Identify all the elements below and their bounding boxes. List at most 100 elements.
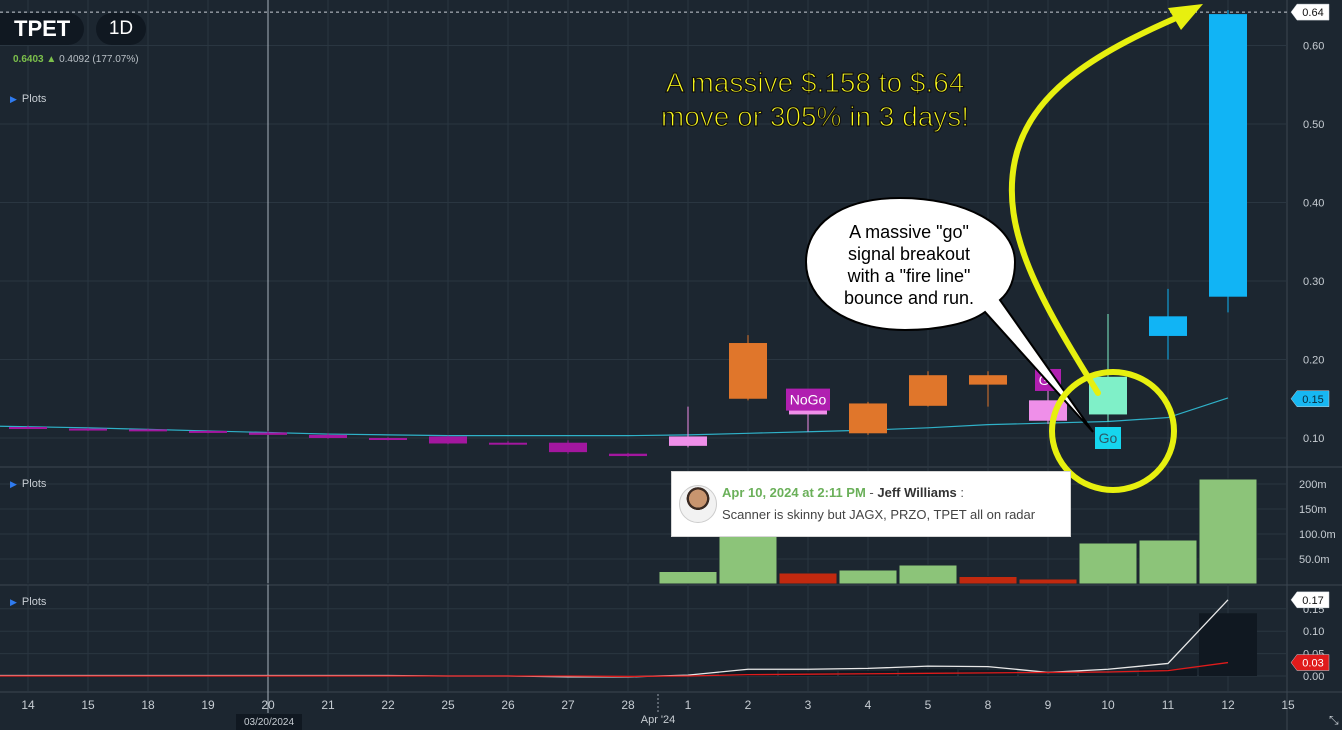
plots-label: Plots xyxy=(21,93,47,105)
curved-arrow xyxy=(1008,9,1193,396)
interval-label: 1D xyxy=(108,18,134,39)
candle-body xyxy=(729,343,767,399)
bubble-line-2: signal breakout xyxy=(847,244,971,264)
price-change: 0.4092 (177.07%) xyxy=(59,54,139,65)
candle-body xyxy=(249,432,287,435)
headline-line-1: A massive $.158 to $.64 xyxy=(665,66,965,98)
last-price-tag-bg xyxy=(1290,3,1330,21)
volume-bar xyxy=(1138,539,1198,585)
candle-body xyxy=(669,436,707,446)
arrow-head xyxy=(1168,4,1203,30)
candle-body xyxy=(1209,14,1247,297)
y-tick-label: 0.50 xyxy=(1303,119,1324,131)
x-tick-label: 21 xyxy=(321,698,335,712)
x-tick-label: 11 xyxy=(1162,698,1175,712)
signal-badge xyxy=(786,388,830,411)
avatar xyxy=(679,485,717,523)
signal-label: Go xyxy=(1099,430,1118,446)
volume-bar xyxy=(178,583,238,585)
candle-body xyxy=(429,436,467,444)
crosshair-date-label: 03/20/2024 xyxy=(236,714,302,730)
indicator-tick-label: 0.00 xyxy=(1303,671,1324,683)
candle-body xyxy=(309,434,347,438)
indicator-signal-tag: 0.03 xyxy=(1302,658,1323,670)
plots-toggle-volume[interactable]: ▶ Plots xyxy=(10,478,46,490)
ma-price-tag-bg xyxy=(1290,390,1330,407)
y-tick-label: 0.60 xyxy=(1303,41,1324,53)
x-tick-label: 3 xyxy=(805,698,812,712)
x-tick-label: 9 xyxy=(1045,698,1052,712)
signal-badge xyxy=(1095,427,1121,449)
interval-button[interactable]: 1D xyxy=(96,13,146,45)
headline-line-2: move or 305% in 3 days! xyxy=(660,100,970,132)
plots-label: Plots xyxy=(21,478,47,490)
x-tick-label: 26 xyxy=(501,698,515,712)
highlight-circle xyxy=(1049,369,1177,493)
resize-icon: ⤡ xyxy=(1329,713,1339,727)
x-tick-label: 18 xyxy=(141,698,155,712)
x-tick-label: 4 xyxy=(865,698,872,712)
moving-average-line xyxy=(0,397,1229,437)
candle-body xyxy=(969,375,1007,385)
x-tick-label: 15 xyxy=(1281,698,1295,712)
x-tick-label: 19 xyxy=(201,698,215,712)
bubble-line-4: bounce and run. xyxy=(843,288,975,308)
volume-tick-label: 150m xyxy=(1299,504,1327,516)
indicator-histogram-bar xyxy=(1139,668,1197,676)
x-tick-label: 10 xyxy=(1101,698,1115,712)
indicator-line xyxy=(0,599,1229,678)
x-tick-label: 25 xyxy=(441,698,455,712)
x-tick-label: 8 xyxy=(985,698,992,712)
candle-body xyxy=(849,403,887,434)
candle-body xyxy=(1149,316,1187,336)
x-tick-label: 27 xyxy=(561,698,575,712)
comment-header: Apr 10, 2024 at 2:11 PM - Jeff Williams … xyxy=(722,485,964,500)
bubble-line-1: A massive "go" xyxy=(849,222,969,242)
volume-bar xyxy=(958,576,1018,585)
y-tick-label: 0.30 xyxy=(1303,276,1324,288)
candle-body xyxy=(9,427,47,430)
indicator-signal-line xyxy=(0,661,1229,678)
headline-annotation: A massive $.158 to $.64 move or 305% in … xyxy=(605,66,1025,134)
indicator-histogram-bar xyxy=(719,670,777,676)
indicator-histogram-bar xyxy=(1199,613,1257,676)
symbol-label: TPET xyxy=(14,16,71,41)
candle-body xyxy=(909,375,947,406)
candle-body xyxy=(489,442,527,445)
plots-toggle-price[interactable]: ▶ Plots xyxy=(10,93,46,105)
comment-separator: - xyxy=(865,485,878,500)
speech-bubble-text: A massive "go" signal breakout with a "f… xyxy=(820,221,998,309)
x-tick-label: 2 xyxy=(745,698,752,712)
speech-bubble xyxy=(804,196,1094,433)
comment-colon: : xyxy=(956,485,964,500)
comment-author: Jeff Williams xyxy=(877,485,957,500)
symbol-badge[interactable]: TPET xyxy=(0,13,85,45)
indicator-signal-tag-bg xyxy=(1290,654,1330,671)
volume-bar xyxy=(1198,478,1258,585)
x-tick-label: 28 xyxy=(621,698,635,712)
candle-body xyxy=(129,429,167,432)
candle-body xyxy=(189,430,227,433)
y-tick-label: 0.10 xyxy=(1303,433,1324,445)
expand-triangle-icon: ▶ xyxy=(10,478,17,489)
plots-toggle-indicator[interactable]: ▶ Plots xyxy=(10,596,46,608)
x-tick-label: 14 xyxy=(21,698,35,712)
indicator-tick-label: 0.10 xyxy=(1303,626,1324,638)
candle-body xyxy=(549,442,587,453)
x-tick-label: 15 xyxy=(81,698,95,712)
volume-bar xyxy=(898,564,958,585)
volume-bar xyxy=(838,569,898,585)
x-month-label: Apr '24 xyxy=(641,714,676,726)
volume-bar xyxy=(778,572,838,585)
indicator-histogram-bar xyxy=(1079,673,1137,676)
indicator-value-tag: 0.17 xyxy=(1302,595,1323,607)
y-tick-label: 0.20 xyxy=(1303,355,1324,367)
x-tick-label: 1 xyxy=(685,698,692,712)
quote-line: 0.6403 ▲ 0.4092 (177.07%) xyxy=(13,54,139,65)
candle-body xyxy=(69,428,107,431)
volume-tick-label: 50.0m xyxy=(1299,554,1330,566)
indicator-histogram-bar xyxy=(1019,674,1077,676)
volume-bar xyxy=(658,571,718,585)
volume-bar xyxy=(1018,578,1078,585)
